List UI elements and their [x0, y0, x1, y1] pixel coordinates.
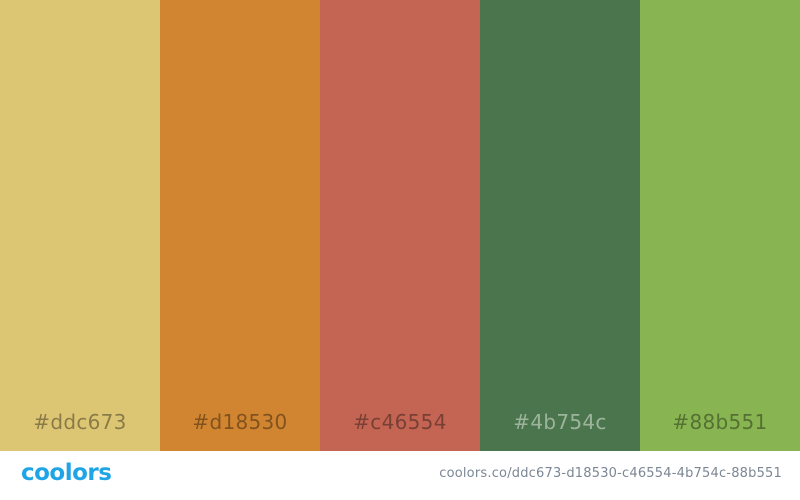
- footer-bar: coolors coolors.co/ddc673-d18530-c46554-…: [0, 451, 800, 500]
- swatch-hex-label: #4b754c: [513, 410, 607, 434]
- palette-url[interactable]: coolors.co/ddc673-d18530-c46554-4b754c-8…: [439, 466, 782, 481]
- swatch-hex-label: #88b551: [672, 410, 768, 434]
- color-palette: #ddc673 #d18530 #c46554 #4b754c #88b551: [0, 0, 800, 451]
- swatch-hex-label: #ddc673: [33, 410, 127, 434]
- color-swatch-3[interactable]: #c46554: [320, 0, 480, 451]
- swatch-hex-label: #c46554: [353, 410, 447, 434]
- color-swatch-2[interactable]: #d18530: [160, 0, 320, 451]
- color-swatch-5[interactable]: #88b551: [640, 0, 800, 451]
- color-swatch-1[interactable]: #ddc673: [0, 0, 160, 451]
- coolors-logo[interactable]: coolors: [21, 460, 112, 486]
- swatch-hex-label: #d18530: [192, 410, 288, 434]
- color-swatch-4[interactable]: #4b754c: [480, 0, 640, 451]
